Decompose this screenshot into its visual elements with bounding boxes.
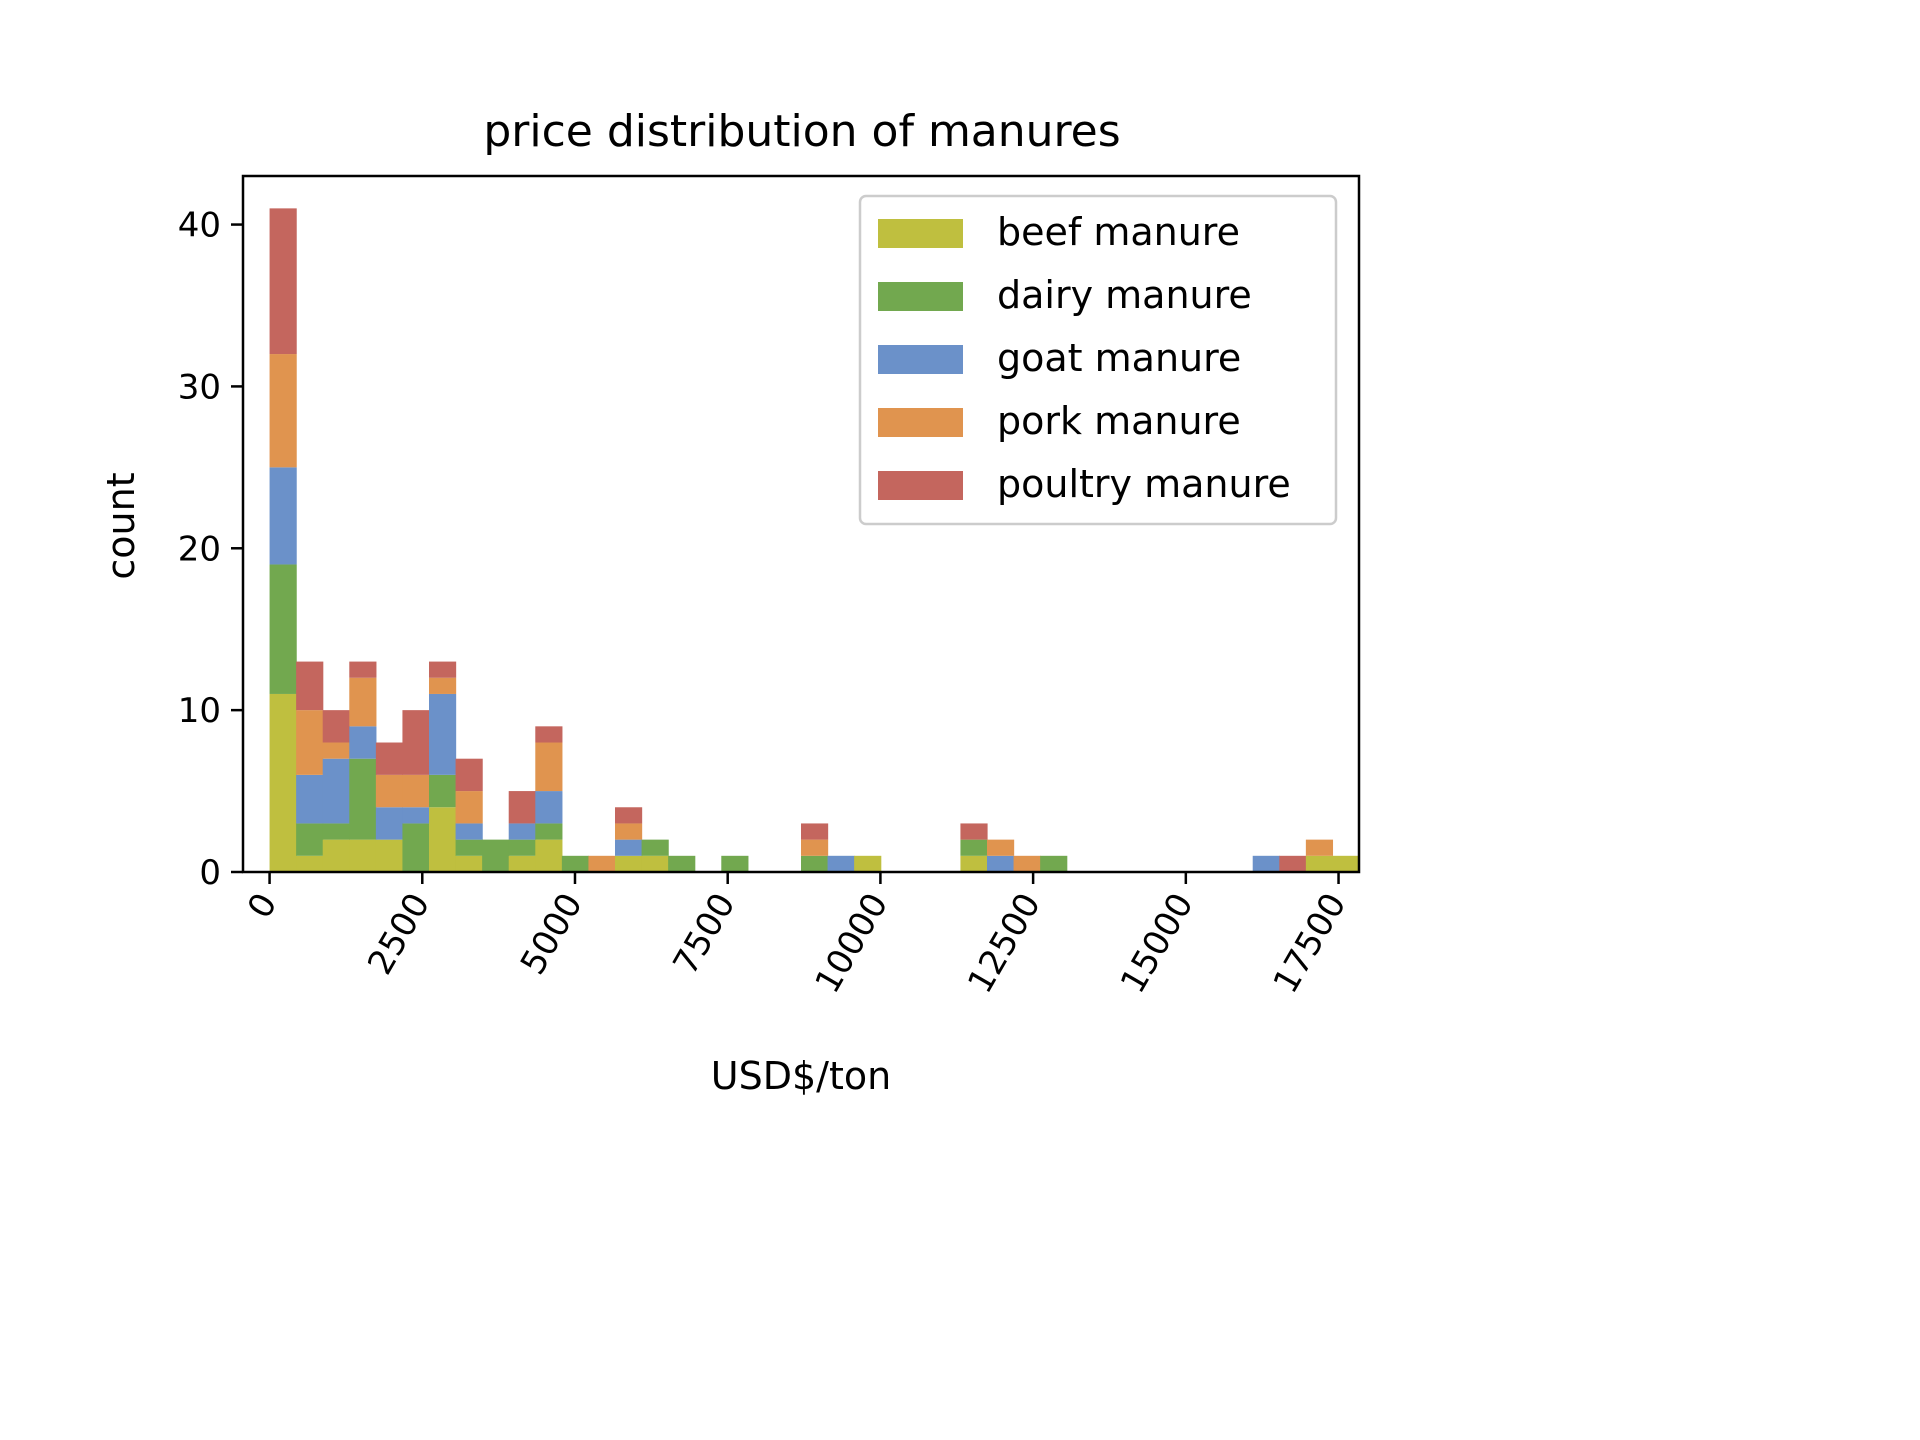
bar-poultry-manure-870	[322, 710, 350, 743]
bar-goat-manure-9135	[827, 855, 855, 872]
plot-frame	[241, 174, 1361, 874]
legend-label-goat-manure: goat manure	[997, 336, 1241, 380]
legend-label-beef-manure: beef manure	[997, 210, 1240, 254]
bar-poultry-manure-1740	[375, 742, 404, 775]
bar-dairy-manure-870	[322, 823, 350, 840]
bar-goat-manure-2175	[402, 807, 430, 824]
bar-beef-manure-5655	[615, 855, 643, 872]
legend: beef manure dairy manure goat manure pork m…	[858, 194, 1338, 526]
bar-poultry-manure-16530	[1279, 855, 1307, 872]
bar-pork-manure-5220	[588, 855, 616, 872]
bar-poultry-manure-3045	[455, 758, 483, 792]
bar-pork-manure-8700	[801, 839, 829, 856]
y-axis-label: count	[99, 472, 143, 579]
y-axis: 0 10 20 30 40	[178, 206, 243, 893]
bar-dairy-manure-3480	[482, 839, 510, 872]
bar-beef-manure-3915	[508, 855, 536, 872]
bar-poultry-manure-5655	[615, 807, 643, 824]
y-tick-label-20: 20	[178, 529, 221, 569]
bar-goat-manure-435	[296, 774, 324, 824]
bars	[269, 208, 1360, 872]
bar-dairy-manure-12615	[1040, 855, 1068, 872]
bar-pork-manure-3045	[455, 791, 483, 824]
bar-beef-manure-870	[322, 839, 350, 872]
bar-pork-manure-1740	[375, 774, 404, 808]
bar-poultry-manure-8700	[801, 823, 829, 840]
bar-pork-manure-16965	[1305, 839, 1334, 856]
bar-poultry-manure-3915	[508, 791, 536, 824]
bar-beef-manure-2610	[429, 807, 457, 872]
bar-goat-manure-11745	[987, 855, 1015, 872]
bar-dairy-manure-4350	[535, 823, 563, 840]
bar-poultry-manure-1305	[349, 661, 377, 678]
y-tick-label-10: 10	[178, 691, 221, 731]
bar-beef-manure-16965	[1305, 855, 1334, 872]
bar-beef-manure-9570	[854, 855, 882, 872]
y-tick-label-40: 40	[178, 206, 221, 246]
bar-beef-manure-17400	[1332, 855, 1360, 872]
chart-title: price distribution of manures	[483, 106, 1120, 157]
bar-dairy-manure-8700	[801, 855, 829, 872]
bar-poultry-manure-435	[296, 661, 324, 711]
bar-pork-manure-1305	[349, 677, 377, 727]
bar-dairy-manure-435	[296, 823, 324, 856]
bar-dairy-manure-11310	[960, 839, 988, 856]
y-tick-label-30: 30	[178, 367, 221, 407]
legend-swatch-pork-manure	[878, 408, 963, 437]
bar-beef-manure-11310	[960, 855, 988, 872]
bar-goat-manure-2610	[429, 693, 457, 775]
bar-goat-manure-3915	[508, 823, 536, 840]
legend-box	[858, 194, 1338, 526]
bar-poultry-manure-11310	[960, 823, 988, 840]
bar-goat-manure-3045	[455, 823, 483, 840]
bar-dairy-manure-1305	[349, 758, 377, 840]
bar-beef-manure-1740	[375, 839, 404, 872]
bar-dairy-manure-4785	[561, 855, 590, 872]
bar-dairy-manure-2175	[402, 823, 430, 872]
bar-pork-manure-4350	[535, 742, 563, 792]
legend-label-dairy-manure: dairy manure	[997, 273, 1252, 317]
bar-pork-manure-11745	[987, 839, 1015, 856]
legend-label-pork-manure: pork manure	[997, 399, 1241, 443]
bar-pork-manure-870	[322, 742, 350, 759]
bar-dairy-manure-0	[269, 564, 297, 694]
bar-beef-manure-4350	[535, 839, 563, 872]
bar-pork-manure-435	[296, 710, 324, 775]
bar-pork-manure-5655	[615, 823, 643, 840]
bar-poultry-manure-2175	[402, 710, 430, 775]
legend-label-poultry-manure: poultry manure	[997, 462, 1291, 506]
bar-dairy-manure-6525	[668, 855, 696, 872]
bar-poultry-manure-4350	[535, 726, 563, 743]
bar-beef-manure-6090	[641, 855, 669, 872]
legend-swatch-beef-manure	[878, 219, 963, 248]
y-tick-label-0: 0	[199, 853, 221, 893]
bar-poultry-manure-2610	[429, 661, 457, 678]
bar-beef-manure-1305	[349, 839, 377, 872]
legend-swatch-poultry-manure	[878, 471, 963, 500]
bar-poultry-manure-0	[269, 208, 297, 355]
legend-swatch-dairy-manure	[878, 282, 963, 311]
bar-goat-manure-1740	[375, 807, 404, 840]
bar-dairy-manure-2610	[429, 774, 457, 808]
bar-pork-manure-2610	[429, 677, 457, 694]
bar-pork-manure-0	[269, 354, 297, 468]
bar-goat-manure-4350	[535, 791, 563, 824]
bar-pork-manure-12180	[1013, 855, 1041, 872]
bar-dairy-manure-7395	[721, 855, 749, 872]
legend-swatch-goat-manure	[878, 345, 963, 374]
bar-goat-manure-870	[322, 758, 350, 824]
x-axis-label: USD$/ton	[711, 1054, 891, 1098]
bar-dairy-manure-6090	[641, 839, 669, 856]
bar-goat-manure-5655	[615, 839, 643, 856]
bar-pork-manure-2175	[402, 774, 430, 808]
bar-dairy-manure-3915	[508, 839, 536, 856]
bar-dairy-manure-3045	[455, 839, 483, 856]
bar-beef-manure-435	[296, 855, 324, 872]
bar-goat-manure-1305	[349, 726, 377, 759]
bar-goat-manure-16095	[1252, 855, 1280, 872]
bar-beef-manure-3045	[455, 855, 483, 872]
bar-beef-manure-0	[269, 693, 297, 872]
bar-goat-manure-0	[269, 467, 297, 565]
